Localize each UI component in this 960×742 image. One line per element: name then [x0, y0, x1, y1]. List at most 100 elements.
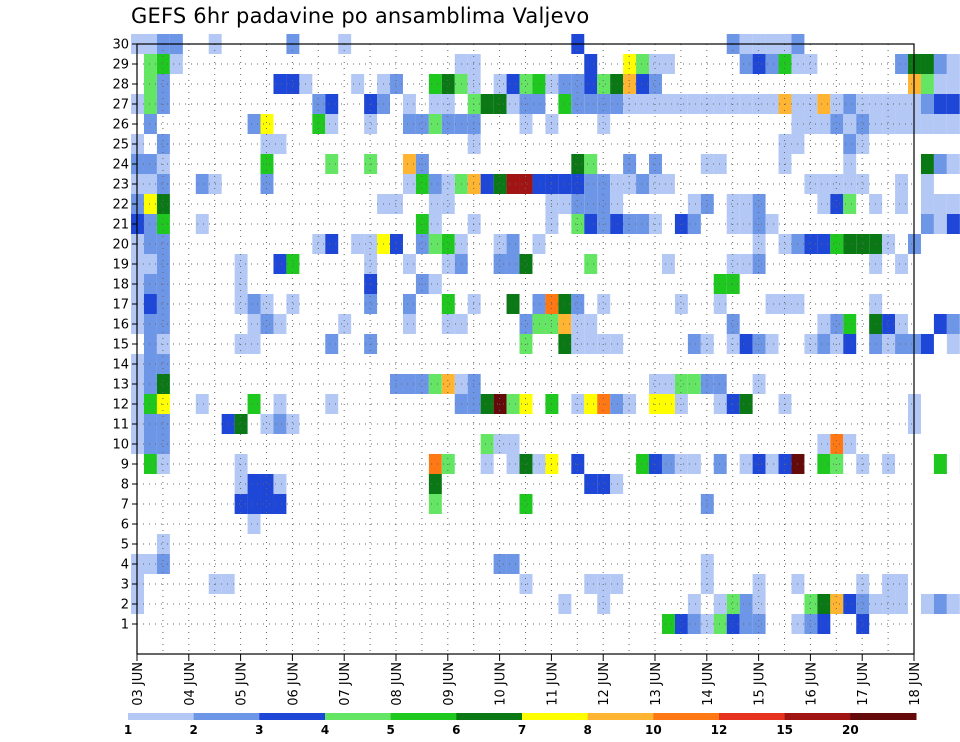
- heatmap-cell: [156, 394, 170, 414]
- heatmap-cell: [933, 214, 947, 234]
- legend-swatch: [587, 713, 654, 720]
- heatmap-cell: [817, 234, 831, 254]
- heatmap-cell: [765, 214, 779, 234]
- heatmap-cell: [234, 454, 248, 474]
- heatmap-cell: [558, 94, 572, 114]
- heatmap-cell: [364, 234, 378, 254]
- heatmap-cell: [843, 114, 857, 134]
- heatmap-cells: [131, 34, 960, 634]
- heatmap-cell: [713, 394, 727, 414]
- heatmap-cell: [428, 74, 442, 94]
- y-tick-label: 10: [112, 438, 129, 453]
- heatmap-cell: [234, 274, 248, 294]
- y-tick-label: 18: [112, 278, 129, 293]
- x-tick-label: 08 JUN: [390, 662, 405, 706]
- heatmap-cell: [143, 174, 157, 194]
- y-tick-label: 27: [112, 98, 129, 113]
- heatmap-cell: [933, 74, 947, 94]
- heatmap-cell: [156, 354, 170, 374]
- legend-label: 6: [452, 723, 460, 737]
- heatmap-cell: [325, 334, 339, 354]
- heatmap-cell: [661, 454, 675, 474]
- heatmap-cell: [143, 314, 157, 334]
- heatmap-cell: [415, 234, 429, 254]
- heatmap-cell: [713, 594, 727, 614]
- heatmap-cell: [506, 394, 520, 414]
- heatmap-cell: [441, 314, 455, 334]
- heatmap-cell: [920, 334, 934, 354]
- heatmap-cell: [726, 594, 740, 614]
- heatmap-cell: [273, 314, 287, 334]
- heatmap-cell: [920, 174, 934, 194]
- heatmap-cell: [286, 254, 300, 274]
- heatmap-cell: [519, 494, 533, 514]
- heatmap-cell: [143, 214, 157, 234]
- heatmap-cell: [467, 374, 481, 394]
- heatmap-cell: [467, 74, 481, 94]
- heatmap-cell: [143, 274, 157, 294]
- heatmap-cell: [739, 54, 753, 74]
- heatmap-cell: [143, 194, 157, 214]
- heatmap-cell: [933, 94, 947, 114]
- heatmap-cell: [804, 234, 818, 254]
- heatmap-cell: [428, 494, 442, 514]
- heatmap-cell: [882, 114, 896, 134]
- legend-swatch: [128, 713, 195, 720]
- legend-swatch: [193, 713, 260, 720]
- heatmap-cell: [895, 314, 909, 334]
- heatmap-cell: [765, 334, 779, 354]
- plot-frame: [136, 43, 915, 655]
- heatmap-cell: [156, 314, 170, 334]
- heatmap-cell: [506, 94, 520, 114]
- y-tick-label: 2: [121, 598, 129, 613]
- legend-swatch: [456, 713, 523, 720]
- heatmap-cell: [156, 454, 170, 474]
- heatmap-cell: [739, 454, 753, 474]
- heatmap-cell: [726, 314, 740, 334]
- heatmap-cell: [920, 94, 934, 114]
- x-tick-label: 05 JUN: [235, 662, 250, 706]
- heatmap-cell: [441, 174, 455, 194]
- heatmap-cell: [597, 574, 611, 594]
- heatmap-cell: [597, 334, 611, 354]
- heatmap-cell: [674, 294, 688, 314]
- heatmap-cell: [234, 334, 248, 354]
- y-tick-label: 3: [121, 578, 129, 593]
- heatmap-cell: [843, 334, 857, 354]
- heatmap-cell: [156, 434, 170, 454]
- heatmap-cell: [597, 214, 611, 234]
- heatmap-cell: [441, 254, 455, 274]
- heatmap-cell: [765, 94, 779, 114]
- heatmap-cell: [584, 154, 598, 174]
- heatmap-cell: [156, 74, 170, 94]
- heatmap-cell: [428, 374, 442, 394]
- heatmap-cell: [532, 94, 546, 114]
- heatmap-cell: [428, 234, 442, 254]
- heatmap-cell: [843, 154, 857, 174]
- heatmap-cell: [830, 194, 844, 214]
- heatmap-cell: [674, 614, 688, 634]
- heatmap-cell: [532, 74, 546, 94]
- heatmap-cell: [713, 154, 727, 174]
- heatmap-cell: [428, 114, 442, 134]
- heatmap-cell: [804, 594, 818, 614]
- heatmap-cell: [920, 214, 934, 234]
- heatmap-cell: [143, 354, 157, 374]
- heatmap-cell: [584, 314, 598, 334]
- heatmap-cell: [933, 194, 947, 214]
- heatmap-cell: [143, 154, 157, 174]
- heatmap-cell: [351, 74, 365, 94]
- heatmap-cell: [713, 454, 727, 474]
- heatmap-cell: [467, 114, 481, 134]
- heatmap-cell: [817, 434, 831, 454]
- heatmap-cell: [467, 174, 481, 194]
- heatmap-cell: [156, 414, 170, 434]
- heatmap-cell: [739, 594, 753, 614]
- legend-label: 8: [583, 723, 591, 737]
- y-tick-label: 14: [112, 358, 129, 373]
- heatmap-cell: [325, 154, 339, 174]
- heatmap-cell: [390, 234, 403, 254]
- heatmap-cell: [817, 114, 831, 134]
- x-tick-label: 17 JUN: [856, 662, 871, 706]
